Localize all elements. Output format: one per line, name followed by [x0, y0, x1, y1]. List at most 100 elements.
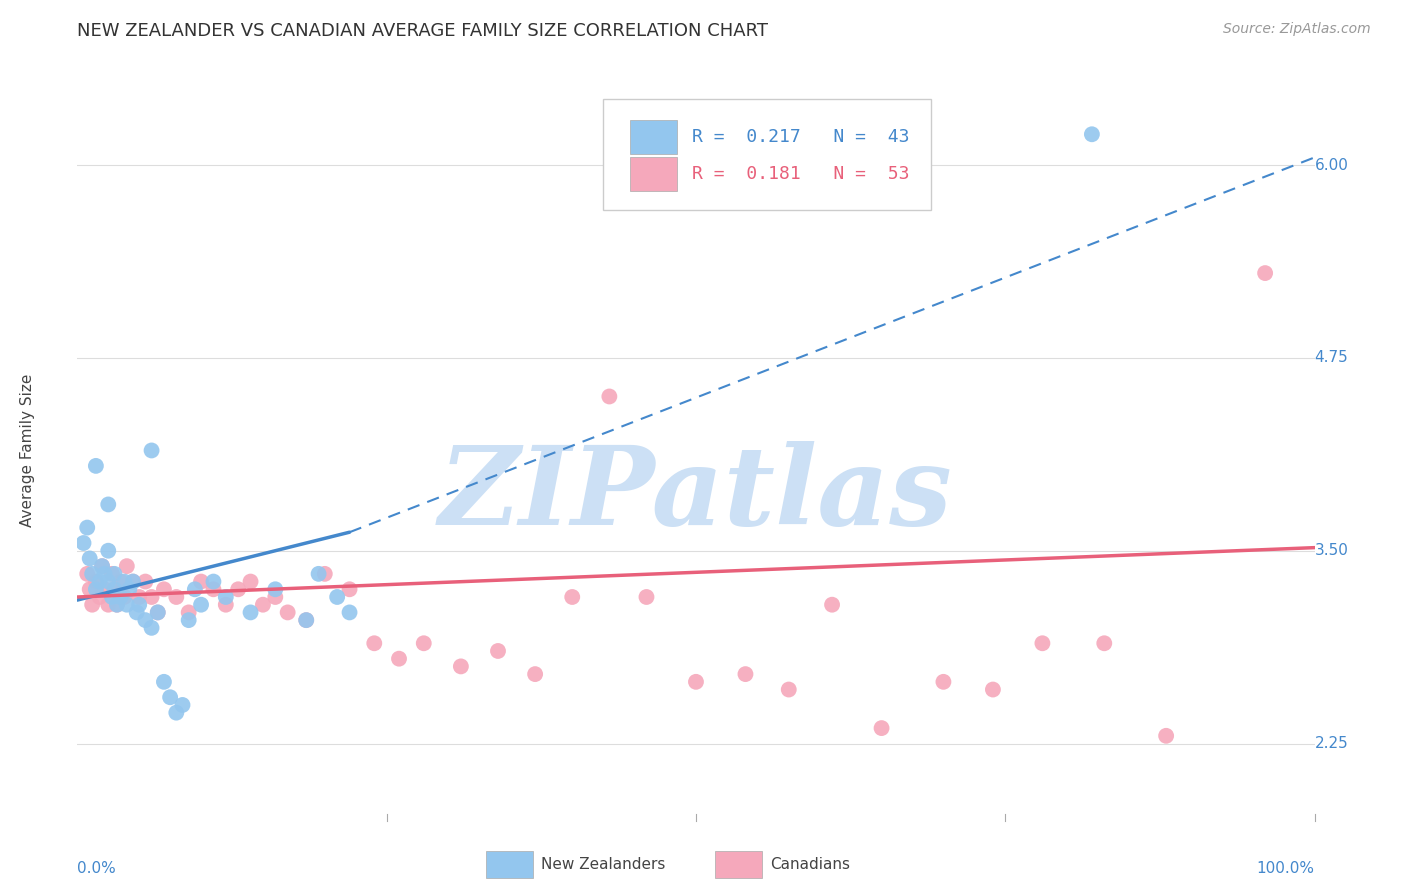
- Point: [870, 721, 893, 735]
- Point: [91, 559, 114, 574]
- Point: [598, 389, 620, 403]
- Point: [264, 590, 287, 604]
- Point: [82, 598, 104, 612]
- Point: [239, 606, 262, 620]
- Point: [412, 636, 434, 650]
- Point: [363, 636, 385, 650]
- Point: [93, 582, 115, 597]
- Point: [184, 582, 207, 597]
- Point: [125, 606, 148, 620]
- Point: [1254, 266, 1277, 280]
- Point: [561, 590, 583, 604]
- Point: [141, 621, 163, 635]
- Text: R =  0.181   N =  53: R = 0.181 N = 53: [692, 165, 910, 183]
- FancyBboxPatch shape: [714, 851, 762, 878]
- Point: [76, 566, 98, 581]
- Text: R =  0.217   N =  43: R = 0.217 N = 43: [692, 128, 910, 146]
- Point: [486, 644, 509, 658]
- Point: [165, 706, 187, 720]
- Point: [79, 582, 101, 597]
- Point: [122, 574, 145, 589]
- Point: [93, 566, 115, 581]
- FancyBboxPatch shape: [630, 157, 678, 192]
- Point: [84, 458, 107, 473]
- Point: [153, 674, 176, 689]
- Point: [190, 598, 212, 612]
- Text: 4.75: 4.75: [1315, 351, 1348, 366]
- Point: [153, 582, 176, 597]
- Point: [112, 574, 135, 589]
- Text: ZIPatlas: ZIPatlas: [439, 442, 953, 549]
- Point: [314, 566, 336, 581]
- Point: [89, 590, 111, 604]
- Point: [264, 582, 287, 597]
- Point: [110, 590, 132, 604]
- Point: [97, 543, 120, 558]
- Text: 6.00: 6.00: [1315, 158, 1348, 173]
- Point: [146, 606, 169, 620]
- Point: [122, 574, 145, 589]
- Point: [1154, 729, 1177, 743]
- FancyBboxPatch shape: [630, 120, 678, 154]
- Point: [450, 659, 472, 673]
- FancyBboxPatch shape: [485, 851, 533, 878]
- Point: [72, 536, 94, 550]
- Point: [128, 598, 150, 612]
- Point: [215, 598, 238, 612]
- Point: [821, 598, 844, 612]
- Text: NEW ZEALANDER VS CANADIAN AVERAGE FAMILY SIZE CORRELATION CHART: NEW ZEALANDER VS CANADIAN AVERAGE FAMILY…: [77, 22, 768, 40]
- Point: [115, 598, 138, 612]
- Text: 100.0%: 100.0%: [1257, 862, 1315, 876]
- Point: [89, 574, 111, 589]
- Point: [97, 598, 120, 612]
- Point: [326, 590, 349, 604]
- Point: [177, 606, 200, 620]
- Point: [118, 582, 141, 597]
- Point: [308, 566, 330, 581]
- Point: [101, 566, 124, 581]
- Point: [105, 598, 128, 612]
- Point: [76, 520, 98, 534]
- Point: [932, 674, 955, 689]
- Text: 3.50: 3.50: [1315, 543, 1348, 558]
- Point: [202, 582, 225, 597]
- Point: [226, 582, 249, 597]
- Point: [165, 590, 187, 604]
- Point: [295, 613, 318, 627]
- Point: [134, 574, 156, 589]
- Point: [339, 582, 361, 597]
- FancyBboxPatch shape: [603, 99, 931, 210]
- Point: [177, 613, 200, 627]
- Point: [134, 613, 156, 627]
- Text: 2.25: 2.25: [1315, 736, 1348, 751]
- Point: [778, 682, 800, 697]
- Point: [202, 574, 225, 589]
- Point: [103, 566, 125, 581]
- Point: [1031, 636, 1053, 650]
- Point: [97, 574, 120, 589]
- Point: [103, 582, 125, 597]
- Text: 0.0%: 0.0%: [77, 862, 117, 876]
- Point: [141, 590, 163, 604]
- Point: [115, 559, 138, 574]
- Point: [524, 667, 547, 681]
- Text: Average Family Size: Average Family Size: [20, 374, 35, 527]
- Point: [277, 606, 299, 620]
- Point: [339, 606, 361, 620]
- Point: [128, 590, 150, 604]
- Text: New Zealanders: New Zealanders: [541, 857, 665, 871]
- Text: Canadians: Canadians: [770, 857, 851, 871]
- Point: [636, 590, 658, 604]
- Point: [1092, 636, 1115, 650]
- Point: [79, 551, 101, 566]
- Point: [172, 698, 194, 712]
- Point: [159, 690, 181, 705]
- Point: [82, 566, 104, 581]
- Point: [295, 613, 318, 627]
- Point: [252, 598, 274, 612]
- Point: [105, 598, 128, 612]
- Point: [84, 582, 107, 597]
- Point: [103, 582, 125, 597]
- Point: [685, 674, 707, 689]
- Point: [190, 574, 212, 589]
